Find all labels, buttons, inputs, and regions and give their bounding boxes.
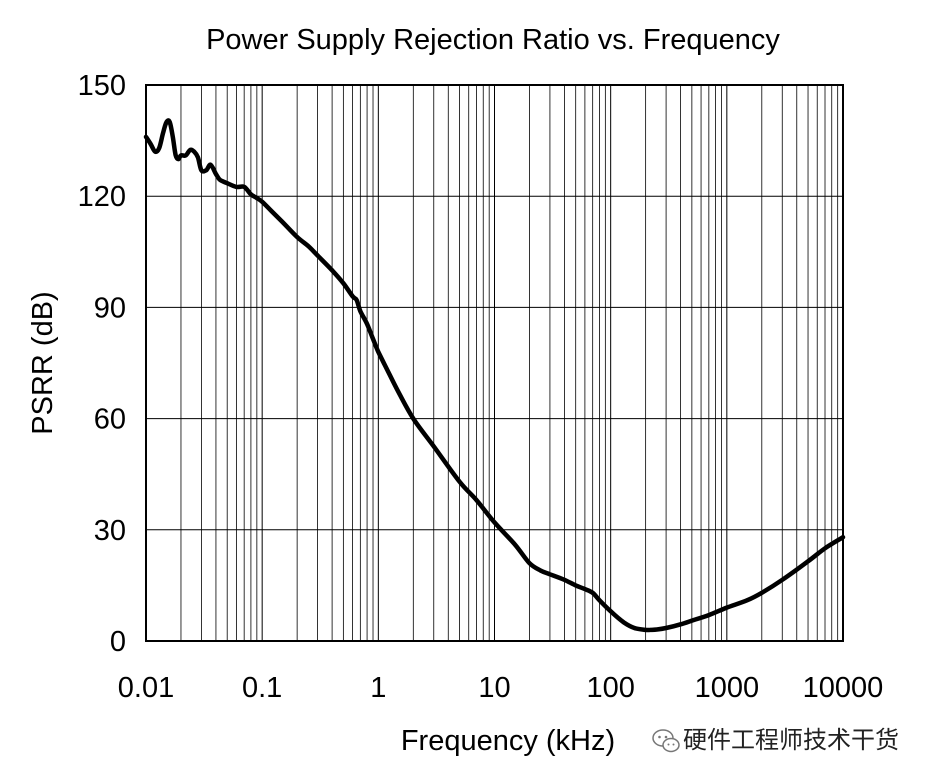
y-tick-label: 120 — [78, 181, 126, 213]
y-tick-label: 0 — [110, 626, 126, 658]
y-tick-label: 150 — [78, 70, 126, 102]
y-tick-label: 30 — [94, 515, 126, 547]
x-tick-label: 10000 — [803, 672, 884, 704]
chart-title: Power Supply Rejection Ratio vs. Frequen… — [206, 24, 780, 56]
watermark-text: 硬件工程师技术干货 — [683, 727, 899, 754]
psrr-curve — [143, 118, 846, 633]
watermark: 硬件工程师技术干货 — [652, 727, 899, 754]
y-tick-labels: 0 30 60 90 120 150 — [78, 70, 126, 658]
x-tick-label: 0.01 — [118, 672, 174, 704]
y-axis-label: PSRR (dB) — [27, 291, 59, 434]
x-tick-label: 1 — [370, 672, 386, 704]
plot-frame — [145, 84, 844, 642]
x-tick-label: 1000 — [695, 672, 760, 704]
x-tick-labels: 0.01 0.1 1 10 100 1000 10000 — [118, 672, 884, 704]
x-tick-label: 10 — [478, 672, 510, 704]
y-tick-label: 60 — [94, 404, 126, 436]
x-tick-label: 0.1 — [242, 672, 282, 704]
wechat-icon — [652, 729, 680, 753]
minor-grid — [180, 85, 839, 641]
x-axis-label: Frequency (kHz) — [401, 725, 615, 757]
x-tick-label: 100 — [586, 672, 634, 704]
y-tick-label: 90 — [94, 292, 126, 324]
